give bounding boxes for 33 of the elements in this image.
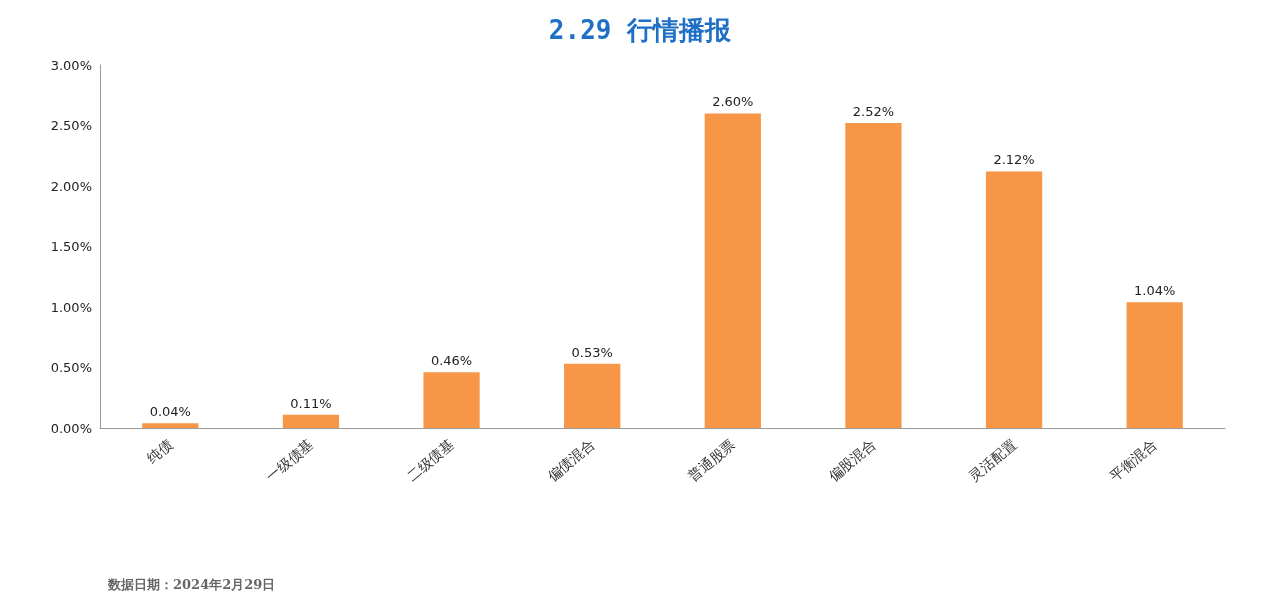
text: 数据日期：2024年2月29日 [107,577,276,592]
chart-title: 2.29 行情播报 [548,15,733,45]
data-label: 0.46% [430,353,473,369]
data-label: 0.53% [571,344,613,360]
x-tick-label: 二级债基 [403,435,457,485]
y-tick-label: 0.50% [50,360,92,375]
y-tick-label: 2.50% [50,118,92,133]
x-tick-label: 偏债混合 [544,435,598,485]
data-label: 0.04% [149,404,191,420]
y-tick-label: 2.00% [50,178,92,194]
bar [564,363,621,428]
x-tick-label: 一级债基 [262,435,317,485]
x-tick-label: 偏股混合 [825,435,879,485]
bar [282,414,340,428]
x-tick-label: 纯债 [143,435,176,467]
data-label: 2.52% [852,104,895,120]
x-tick-label: 普通股票 [684,435,738,485]
y-tick-label: 1.00% [50,299,92,315]
y-tick-label: 3.00% [50,57,92,73]
data-label: 0.11% [290,395,332,411]
data-label: 1.04% [1134,283,1176,299]
bar [704,113,761,428]
x-tick-label: 平衡混合 [1106,435,1160,485]
bar [985,171,1043,428]
bar [142,423,199,428]
y-tick-label: 1.50% [50,239,92,254]
y-tick-label: 0.00% [50,420,92,436]
bar [845,123,902,428]
bar [1126,302,1183,428]
data-label: 2.60% [712,94,754,110]
x-tick-label: 灵活配置 [966,435,1020,485]
bar [423,372,480,428]
data-label: 2.12% [993,152,1035,168]
